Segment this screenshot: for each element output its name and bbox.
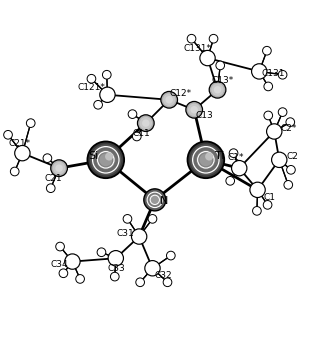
- Circle shape: [190, 106, 198, 114]
- Circle shape: [47, 184, 55, 192]
- Circle shape: [253, 206, 261, 215]
- Circle shape: [4, 130, 12, 139]
- Circle shape: [161, 92, 178, 108]
- Text: C12*: C12*: [170, 89, 192, 98]
- Circle shape: [200, 50, 215, 66]
- Circle shape: [186, 102, 203, 118]
- Circle shape: [136, 278, 144, 287]
- Circle shape: [231, 161, 247, 176]
- Circle shape: [96, 150, 115, 169]
- Circle shape: [53, 162, 65, 175]
- Text: C13*: C13*: [211, 76, 234, 85]
- Circle shape: [229, 149, 238, 157]
- Circle shape: [263, 201, 272, 209]
- Circle shape: [287, 165, 295, 174]
- Circle shape: [188, 141, 224, 178]
- Text: C121*: C121*: [77, 83, 106, 92]
- Circle shape: [209, 34, 218, 43]
- Circle shape: [267, 124, 282, 139]
- Circle shape: [187, 34, 196, 43]
- Circle shape: [145, 261, 160, 276]
- Text: C31: C31: [116, 229, 134, 238]
- Circle shape: [147, 192, 163, 208]
- Circle shape: [111, 272, 119, 281]
- Text: C2: C2: [287, 152, 298, 161]
- Circle shape: [142, 119, 149, 127]
- Text: C21: C21: [44, 174, 62, 183]
- Text: C131: C131: [262, 69, 285, 78]
- Circle shape: [209, 81, 226, 98]
- Circle shape: [15, 145, 30, 161]
- Circle shape: [149, 194, 160, 205]
- Circle shape: [216, 61, 224, 70]
- Text: N: N: [160, 196, 169, 206]
- Text: Ti: Ti: [215, 152, 225, 162]
- Circle shape: [144, 189, 166, 211]
- Circle shape: [278, 108, 287, 117]
- Circle shape: [264, 111, 273, 120]
- Circle shape: [94, 100, 103, 109]
- Text: C34: C34: [50, 260, 68, 269]
- Text: C2*: C2*: [280, 123, 296, 133]
- Circle shape: [284, 180, 292, 189]
- Circle shape: [166, 251, 175, 260]
- Circle shape: [132, 132, 141, 141]
- Circle shape: [59, 269, 68, 277]
- Circle shape: [10, 167, 19, 176]
- Circle shape: [123, 214, 132, 223]
- Circle shape: [199, 153, 212, 166]
- Text: Si: Si: [88, 152, 98, 162]
- Circle shape: [87, 74, 96, 83]
- Text: C1: C1: [263, 193, 275, 202]
- Circle shape: [211, 83, 224, 96]
- Circle shape: [263, 46, 271, 55]
- Circle shape: [43, 154, 52, 163]
- Circle shape: [65, 254, 80, 269]
- Circle shape: [163, 278, 172, 287]
- Circle shape: [97, 248, 106, 257]
- Text: C13: C13: [196, 111, 214, 120]
- Circle shape: [286, 118, 294, 127]
- Text: C11: C11: [133, 129, 151, 138]
- Circle shape: [137, 115, 154, 131]
- Circle shape: [140, 117, 152, 129]
- Circle shape: [188, 104, 200, 116]
- Circle shape: [272, 152, 287, 167]
- Circle shape: [131, 229, 147, 244]
- Circle shape: [278, 70, 287, 79]
- Circle shape: [196, 150, 215, 169]
- Circle shape: [193, 147, 219, 173]
- Circle shape: [252, 64, 267, 79]
- Circle shape: [87, 141, 124, 178]
- Circle shape: [226, 177, 234, 185]
- Circle shape: [93, 147, 119, 173]
- Circle shape: [105, 153, 113, 161]
- Circle shape: [100, 87, 115, 103]
- Circle shape: [55, 164, 63, 172]
- Circle shape: [128, 110, 137, 118]
- Circle shape: [99, 153, 112, 166]
- Circle shape: [56, 242, 64, 251]
- Circle shape: [76, 275, 84, 283]
- Text: C131*: C131*: [184, 44, 211, 53]
- Circle shape: [103, 70, 111, 79]
- Text: C21*: C21*: [9, 139, 31, 148]
- Circle shape: [26, 119, 35, 128]
- Circle shape: [163, 94, 176, 106]
- Circle shape: [51, 160, 67, 177]
- Circle shape: [90, 144, 121, 175]
- Circle shape: [214, 86, 221, 94]
- Text: C32: C32: [154, 271, 172, 280]
- Text: C33: C33: [108, 264, 125, 273]
- Circle shape: [148, 214, 157, 223]
- Text: C1*: C1*: [228, 153, 244, 162]
- Circle shape: [165, 96, 173, 104]
- Circle shape: [205, 153, 213, 161]
- Circle shape: [264, 82, 273, 91]
- Circle shape: [250, 182, 265, 198]
- Circle shape: [190, 144, 221, 175]
- Circle shape: [108, 251, 124, 266]
